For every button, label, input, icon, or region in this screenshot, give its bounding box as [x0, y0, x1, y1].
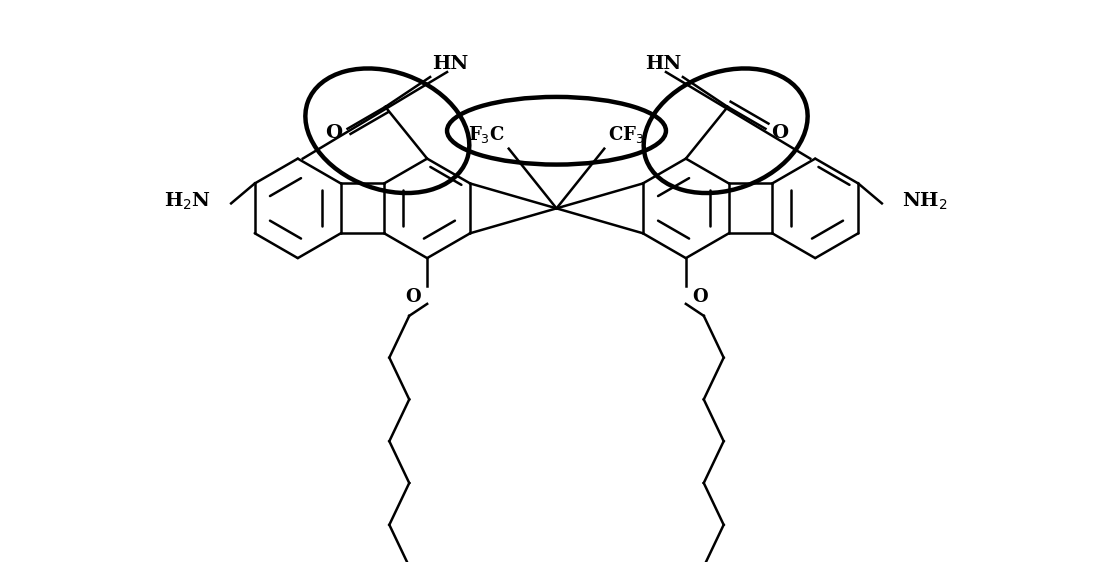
Text: F$_3$C: F$_3$C	[467, 124, 505, 145]
Text: HN: HN	[432, 55, 469, 73]
Text: O: O	[771, 124, 788, 142]
Text: HN: HN	[644, 55, 681, 73]
Text: NH$_2$: NH$_2$	[902, 191, 947, 212]
Text: O: O	[692, 288, 708, 306]
Text: H$_2$N: H$_2$N	[165, 191, 211, 212]
Text: O: O	[405, 288, 421, 306]
Text: O: O	[325, 124, 342, 142]
Text: CF$_3$: CF$_3$	[608, 124, 644, 145]
